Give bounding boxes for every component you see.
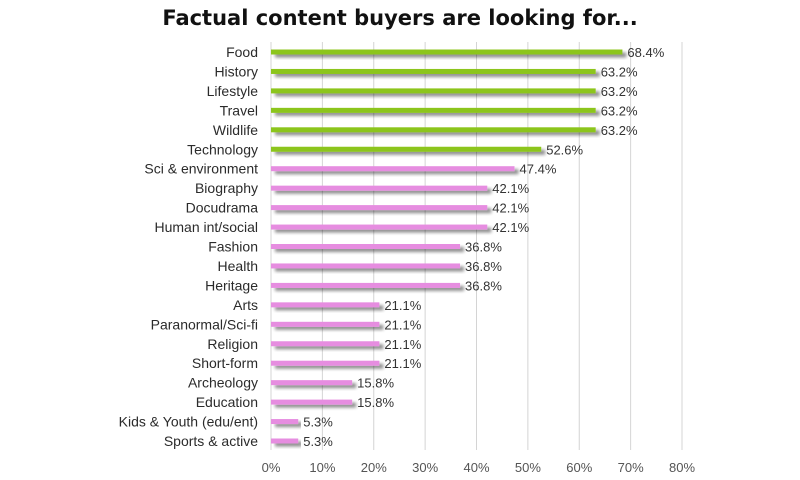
x-tick-labels: 0% 10% 20% 30% 40% 50% 60% 70% 80% [262,460,696,475]
bar [271,321,380,327]
x-tick-label: 60% [566,460,592,475]
category-label: Human int/social [155,219,259,235]
bar [271,127,596,133]
category-label: Sports & active [164,433,258,449]
category-label: Technology [187,141,258,157]
value-labels: 68.4% 63.2% 63.2% 63.2% 63.2% 52.6% 47.4% 42.1%… [303,45,664,449]
x-tick-label: 50% [515,460,541,475]
x-tick-label: 80% [669,460,695,475]
category-labels: Food History Lifestyle Travel Wildlife Techno… [119,44,259,449]
category-label: Religion [207,336,258,352]
x-tick-label: 40% [463,460,489,475]
category-label: Fashion [208,239,258,255]
category-label: Wildlife [213,122,258,138]
value-label: 42.1% [492,181,529,196]
bar [271,88,596,94]
value-label: 63.2% [601,123,638,138]
value-label: 68.4% [627,45,664,60]
bars [271,49,623,444]
bar [271,166,515,172]
x-tick-label: 0% [262,460,281,475]
category-label: Arts [233,297,258,313]
value-label: 42.1% [492,220,529,235]
category-label: Paranormal/Sci-fi [151,316,258,332]
bar [271,244,461,249]
value-label: 63.2% [601,103,638,118]
bar [271,399,353,405]
category-label: Education [196,394,258,410]
x-tick-label: 10% [309,460,335,475]
value-label: 5.3% [303,415,333,430]
x-tick-label: 30% [412,460,438,475]
bar [271,419,299,425]
value-label: 21.1% [384,298,421,313]
category-label: Sci & environment [144,161,258,177]
category-label: Travel [220,102,258,118]
bar [271,438,299,444]
bar [271,205,488,211]
bar [271,263,461,269]
value-label: 5.3% [303,434,333,449]
category-label: Kids & Youth (edu/ent) [119,414,258,430]
category-label: Health [218,258,258,274]
category-label: Archeology [188,375,258,391]
category-label: Docudrama [186,200,259,216]
value-label: 36.8% [465,259,502,274]
bar [271,360,380,366]
bar [271,49,623,55]
category-label: History [214,63,258,79]
value-label: 47.4% [520,162,557,177]
bar [271,146,542,152]
value-label: 21.1% [384,356,421,371]
bar [271,341,380,347]
value-label: 36.8% [465,278,502,293]
category-label: Biography [195,180,258,196]
bar [271,380,353,386]
x-tick-label: 20% [361,460,387,475]
value-label: 15.8% [357,395,394,410]
bar [271,107,596,113]
value-label: 42.1% [492,201,529,216]
value-label: 52.6% [546,142,583,157]
x-tick-label: 70% [618,460,644,475]
chart-title: Factual content buyers are looking for..… [162,6,638,30]
bar [271,68,596,74]
category-label: Food [226,44,258,60]
value-label: 15.8% [357,376,394,391]
value-label: 36.8% [465,240,502,255]
value-label: 21.1% [384,317,421,332]
value-label: 21.1% [384,337,421,352]
category-label: Lifestyle [207,83,259,99]
category-label: Heritage [205,277,258,293]
category-label: Short-form [192,355,258,371]
bar [271,185,488,191]
bar [271,224,488,230]
bar [271,282,461,288]
bar [271,302,380,308]
value-label: 63.2% [601,84,638,99]
value-label: 63.2% [601,64,638,79]
